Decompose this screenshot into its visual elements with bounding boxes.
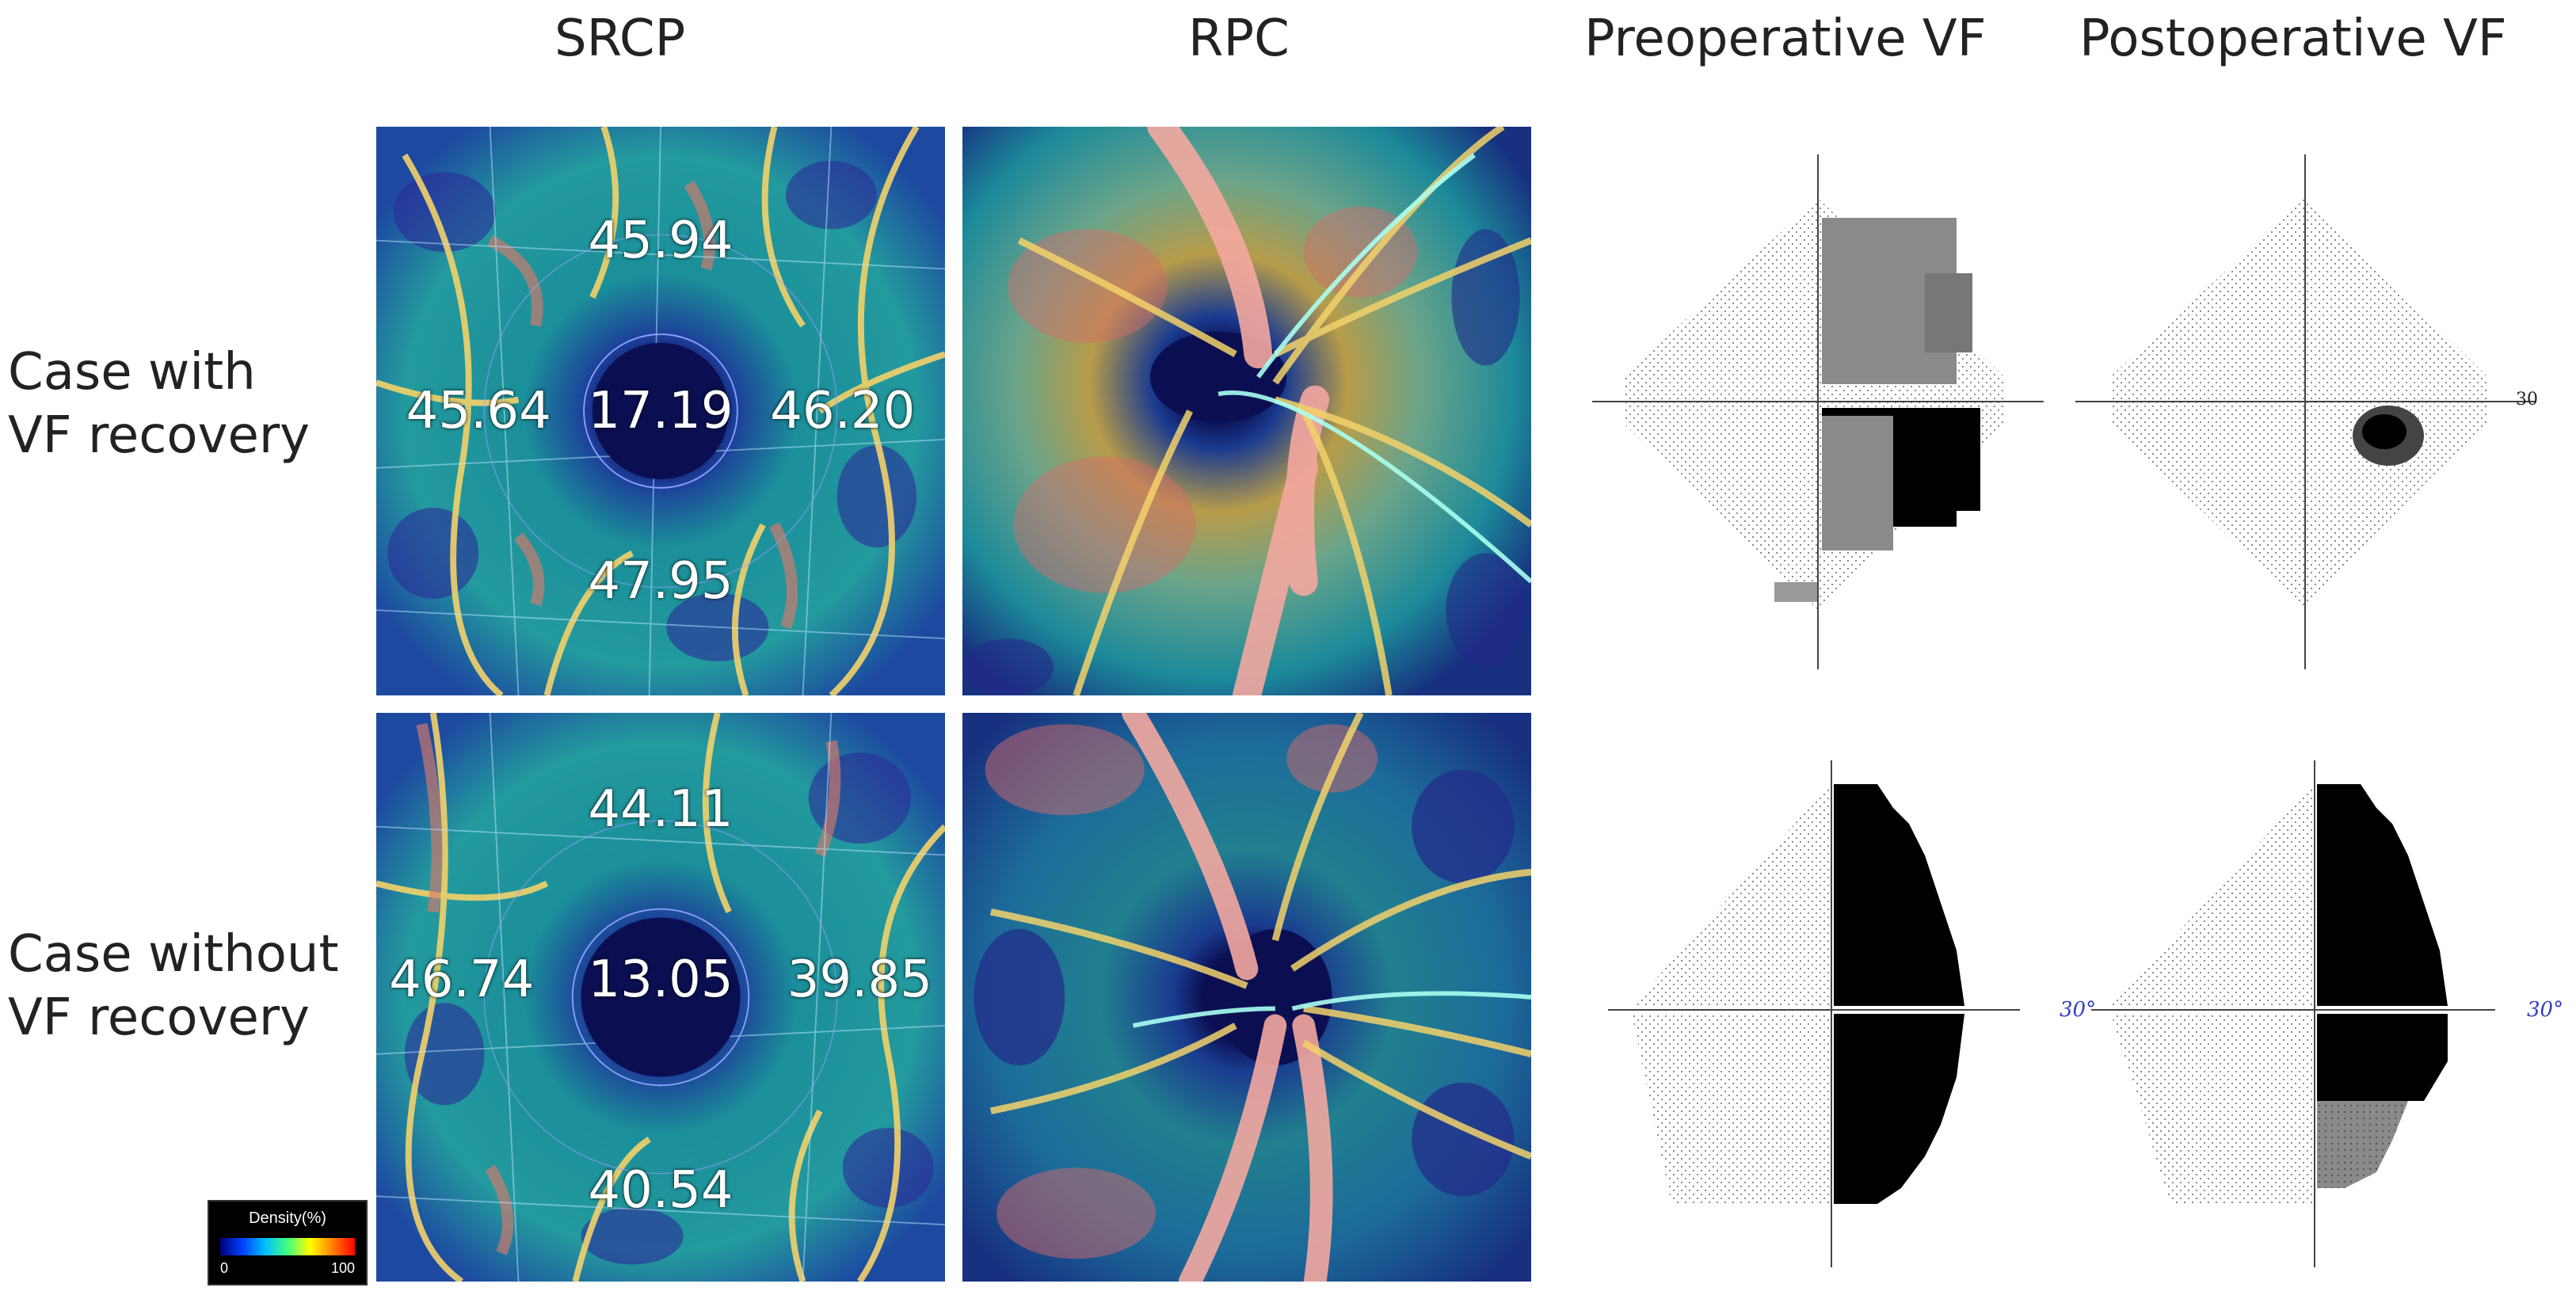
srcp-density-right: 39.85 xyxy=(787,950,932,1010)
srcp-density-bottom: 40.54 xyxy=(588,1161,734,1221)
row-label-line: Case without xyxy=(8,925,339,984)
legend-gradient-bar xyxy=(220,1238,355,1255)
row-label-line: VF recovery xyxy=(8,988,310,1047)
srcp-density-bottom: 47.95 xyxy=(588,552,734,611)
srcp-density-top: 44.11 xyxy=(588,780,734,840)
header-postoperative-vf: Postoperative VF xyxy=(2079,10,2507,68)
vf-degree-label: 30 xyxy=(2516,390,2538,409)
density-color-legend: Density(%) 0 100 xyxy=(208,1200,368,1285)
vf-degree-label: 30° xyxy=(2060,998,2097,1022)
header-rpc: RPC xyxy=(1188,10,1290,68)
legend-max: 100 xyxy=(330,1260,355,1276)
vf-pre-without-recovery: 30° xyxy=(1592,760,2099,1267)
vf-degree-label: 30° xyxy=(2527,998,2564,1022)
srcp-density-top: 45.94 xyxy=(588,211,734,270)
rpc-image-with-recovery xyxy=(962,127,1531,695)
srcp-density-left: 46.74 xyxy=(389,950,535,1010)
header-srcp: SRCP xyxy=(554,10,686,68)
row-label-with-recovery: Case with VF recovery xyxy=(8,341,310,467)
srcp-density-right: 46.20 xyxy=(770,382,916,440)
srcp-density-left: 45.64 xyxy=(406,382,551,440)
srcp-image-with-recovery: 45.94 45.64 17.19 46.20 47.95 xyxy=(376,127,945,695)
header-preoperative-vf: Preoperative VF xyxy=(1584,10,1987,68)
row-label-line: Case with xyxy=(8,343,256,402)
vf-pre-with-recovery xyxy=(1592,154,2044,669)
row-label-line: VF recovery xyxy=(8,406,310,465)
vf-post-without-recovery: 30° xyxy=(2075,760,2566,1267)
srcp-density-center: 17.19 xyxy=(588,382,734,440)
vf-post-with-recovery: 30 xyxy=(2075,154,2538,669)
srcp-image-without-recovery: 44.11 46.74 13.05 39.85 40.54 xyxy=(376,713,945,1282)
legend-min: 0 xyxy=(220,1260,229,1276)
legend-title: Density(%) xyxy=(249,1209,326,1227)
rpc-image-without-recovery xyxy=(962,713,1531,1282)
srcp-density-center: 13.05 xyxy=(588,950,734,1010)
row-label-without-recovery: Case without VF recovery xyxy=(8,923,339,1049)
